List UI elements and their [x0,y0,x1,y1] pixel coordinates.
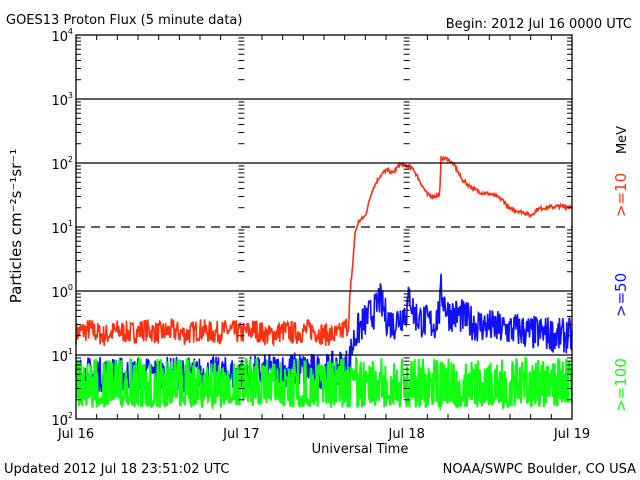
series-line-3 [75,355,573,411]
legend-unit: MeV [615,126,630,154]
x-tick-label: Jul 17 [222,427,259,442]
y-tick-exponent: -1 [65,347,73,356]
begin-label: Begin: 2012 Jul 16 0000 UTC [446,17,632,32]
credit-label: NOAA/SWPC Boulder, CO USA [443,462,636,477]
y-axis-title: Particles cm⁻²s⁻¹sr⁻¹ [7,149,25,303]
y-tick-label: 10 [51,350,68,365]
x-axis-title: Universal Time [312,442,409,457]
y-tick-exponent: -2 [65,411,73,420]
y-tick-label: 10 [51,30,68,45]
y-tick-exponent: 4 [68,27,73,36]
legend-label-ge10: >=10 [612,173,630,217]
y-tick-exponent: 3 [68,91,73,100]
y-tick-label: 10 [51,94,68,109]
x-tick-label: Jul 18 [387,427,424,442]
legend-label-ge100: >=100 [612,358,630,412]
x-tick-label: Jul 19 [553,427,590,442]
x-tick-label: Jul 16 [57,427,94,442]
y-tick-label: 10 [51,158,68,173]
updated-timestamp: Updated 2012 Jul 18 23:51:02 UTC [4,462,229,477]
y-tick-label: 10 [51,222,68,237]
y-tick-exponent: 1 [68,219,73,228]
y-tick-exponent: 2 [68,155,73,164]
legend-label-ge50: >=50 [612,273,630,317]
series-line-1 [75,156,572,348]
y-tick-label: 10 [51,286,68,301]
y-tick-label: 10 [51,414,68,429]
y-tick-exponent: 0 [68,283,73,292]
chart-title: GOES13 Proton Flux (5 minute data) [6,13,242,28]
